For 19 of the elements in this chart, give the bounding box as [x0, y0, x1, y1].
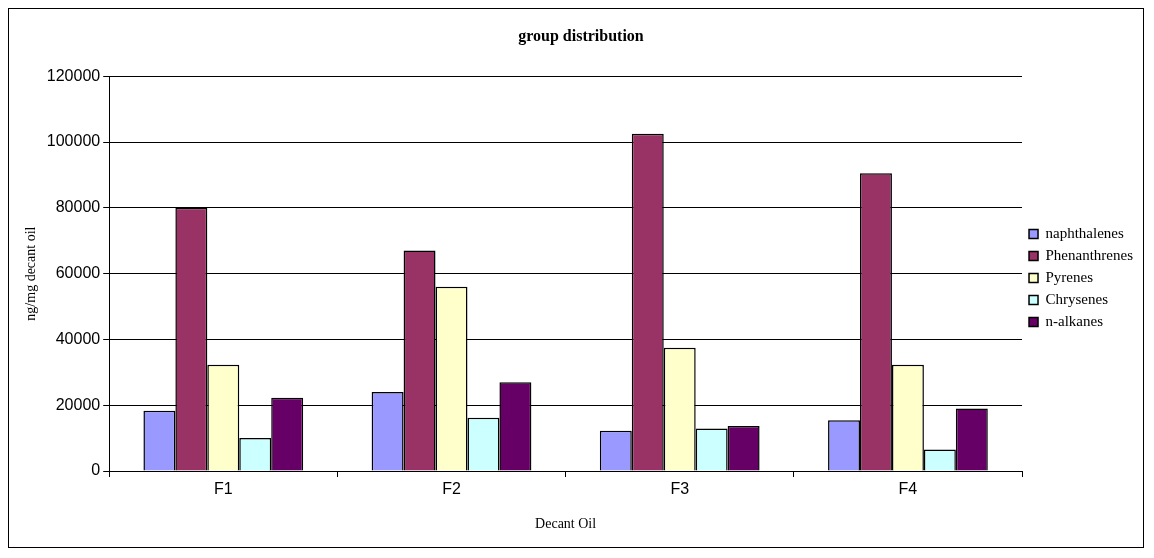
x-tick-label: F1 — [213, 480, 233, 498]
legend-label: naphthalenes — [1045, 224, 1124, 241]
x-axis-title: Decant Oil — [535, 516, 597, 532]
y-tick-label: 0 — [91, 461, 101, 479]
x-tick-label: F4 — [898, 480, 918, 498]
y-tick-label: 100000 — [46, 132, 101, 150]
y-tick-label: 40000 — [55, 329, 101, 347]
y-axis-title: ng/mg decant oil — [23, 226, 39, 321]
legend-label: n-alkanes — [1045, 312, 1104, 329]
y-tick-label: 120000 — [46, 66, 101, 84]
x-tick-label: F2 — [442, 480, 461, 498]
legend-label: Pyrenes — [1045, 268, 1094, 285]
legend-label: Chrysenes — [1045, 290, 1109, 307]
x-tick-label: F3 — [670, 480, 690, 498]
chart-title: group distribution — [518, 26, 644, 45]
y-tick-label: 80000 — [55, 198, 101, 216]
y-tick-label: 60000 — [55, 264, 101, 282]
y-tick-label: 20000 — [55, 395, 101, 413]
legend-label: Phenanthrenes — [1045, 246, 1134, 263]
